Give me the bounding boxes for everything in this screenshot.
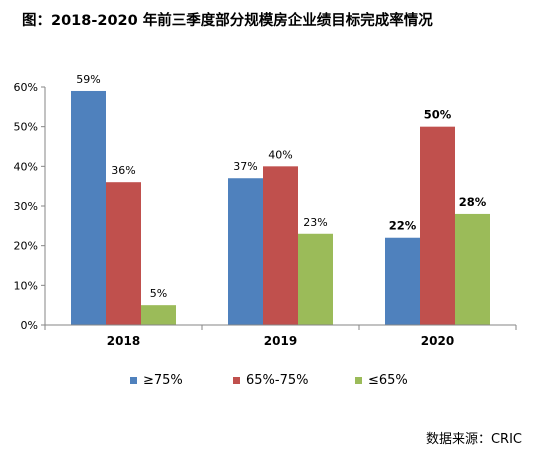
bar-chart: 59% 36% 5% 37% 40% 23% 22% 50% 28% 0% 10% 20% 30% 40…: [14, 73, 517, 348]
legend-swatch: [233, 377, 240, 384]
bar-2018-series-2: [106, 182, 141, 325]
x-category-label: 2019: [264, 334, 297, 348]
data-label: 22%: [389, 219, 417, 233]
bar-2020-series-2: [420, 126, 455, 326]
bar-2020-series-3: [455, 213, 490, 325]
bar-2018-series-3: [141, 305, 176, 325]
legend-item-series-2: 65%-75%: [233, 373, 308, 388]
data-label: 28%: [459, 195, 487, 209]
x-category-label: 2020: [421, 334, 454, 348]
bar-2020-series-1: [385, 237, 420, 325]
bar-2018-series-1: [71, 90, 106, 325]
legend-label: 65%-75%: [246, 373, 309, 388]
data-label: 36%: [111, 164, 135, 177]
legend-label: ≤65%: [368, 373, 408, 388]
data-label: 59%: [76, 73, 100, 86]
x-category-label: 2018: [107, 334, 140, 348]
legend-item-series-1: ≥75%: [130, 373, 183, 388]
chart-legend: ≥75% 65%-75% ≤65%: [0, 373, 538, 391]
bar-2019-series-2: [263, 166, 298, 325]
y-tick-label: 20%: [14, 240, 38, 253]
legend-swatch: [355, 377, 362, 384]
legend-swatch: [130, 377, 137, 384]
y-tick-label: 10%: [14, 279, 38, 292]
legend-item-series-3: ≤65%: [355, 373, 408, 388]
data-label: 37%: [233, 160, 257, 173]
bar-2019-series-1: [228, 178, 263, 325]
data-label: 50%: [424, 108, 452, 122]
chart-title: 图：2018-2020 年前三季度部分规模房企业绩目标完成率情况: [22, 13, 433, 29]
y-tick-label: 30%: [14, 200, 38, 213]
data-source: 数据来源：CRIC: [425, 432, 522, 447]
data-label: 23%: [303, 216, 327, 229]
y-tick-label: 0%: [21, 319, 38, 332]
data-label: 40%: [268, 148, 292, 161]
legend-label: ≥75%: [143, 373, 183, 388]
y-tick-label: 40%: [14, 160, 38, 173]
y-tick-label: 50%: [14, 121, 38, 134]
y-tick-label: 60%: [14, 81, 38, 94]
bar-2019-series-3: [298, 233, 333, 325]
data-label: 5%: [150, 287, 167, 300]
